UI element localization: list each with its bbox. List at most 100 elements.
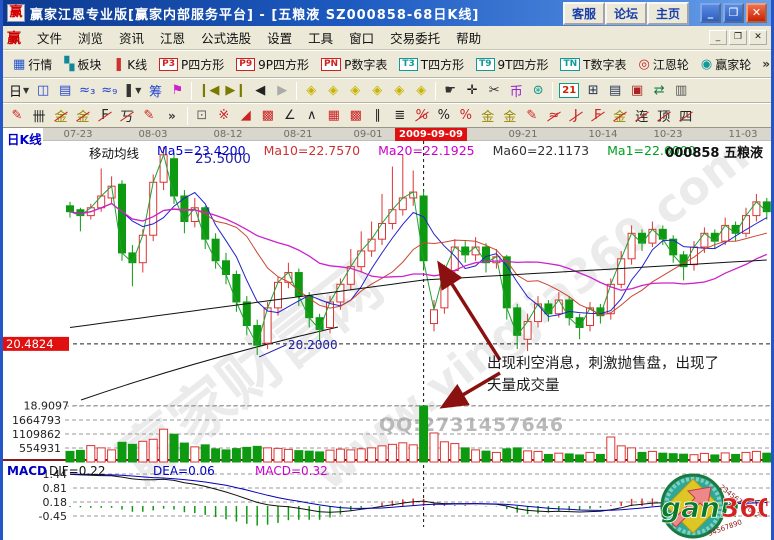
- menu-item-4[interactable]: 公式选股: [201, 31, 252, 46]
- menu-item-5[interactable]: 设置: [267, 31, 293, 46]
- notes-icon[interactable]: ▤: [609, 83, 622, 98]
- calendar-icon[interactable]: 21: [556, 80, 582, 101]
- fibonacci-tool[interactable]: F: [94, 105, 116, 126]
- percent-retrace-tool[interactable]: %: [411, 105, 433, 126]
- flag-icon[interactable]: ⚑: [171, 83, 184, 98]
- compress-h-button[interactable]: ◈: [372, 83, 383, 98]
- t-square-button[interactable]: T3 T四方形: [393, 53, 470, 76]
- zoom-out-button[interactable]: ◈: [306, 83, 317, 98]
- 9t-square-button[interactable]: T9 9T四方形: [470, 53, 554, 76]
- wave-9-icon[interactable]: ≈₉: [101, 83, 118, 98]
- candle-style-dropdown[interactable]: ❚ ▼: [123, 83, 142, 98]
- volume-bar: [720, 452, 730, 463]
- candle-up: [97, 195, 106, 209]
- crosshair-tool[interactable]: ✛: [466, 83, 478, 98]
- four-angle-tool[interactable]: 四: [675, 105, 697, 126]
- 9p-square-button[interactable]: P9 9P四方形: [230, 53, 315, 76]
- wave-gold-tool[interactable]: ≈: [543, 105, 565, 126]
- spiral-tool[interactable]: 丂: [116, 105, 138, 126]
- expand-v-button[interactable]: ◈: [394, 83, 405, 98]
- menu-item-3[interactable]: 江恩: [160, 31, 186, 46]
- menu-item-7[interactable]: 窗口: [349, 31, 375, 46]
- first-bar-button[interactable]: ❙◀: [198, 83, 220, 98]
- gold-angle-tool[interactable]: 金: [609, 105, 631, 126]
- export-icon[interactable]: ⇄: [653, 83, 665, 98]
- j-angle-tool[interactable]: J: [565, 105, 587, 126]
- top-angle-tool[interactable]: 顶: [653, 105, 675, 126]
- child-restore-button[interactable]: ❐: [729, 30, 747, 45]
- hand-tool[interactable]: ☛: [444, 83, 457, 98]
- menu-item-1[interactable]: 浏览: [78, 31, 104, 46]
- homepage-button[interactable]: 主页: [646, 1, 689, 25]
- menu-item-0[interactable]: 文件: [37, 31, 63, 46]
- sectors-button[interactable]: ▚ 板块: [58, 53, 107, 76]
- percent-line-tool[interactable]: %: [459, 108, 472, 123]
- fan-tool[interactable]: ◢: [240, 108, 251, 123]
- chip-distribution-icon[interactable]: 筹: [148, 85, 162, 100]
- gold-lines-tool[interactable]: 金: [503, 110, 517, 125]
- child-close-button[interactable]: ✕: [749, 30, 767, 45]
- candle-up: [263, 307, 272, 344]
- chart-window-icon[interactable]: ◫: [37, 83, 50, 98]
- rays-tool[interactable]: ※: [218, 108, 230, 123]
- grid-ruler-tool[interactable]: 卌: [32, 110, 46, 125]
- date-axis[interactable]: 07-23 08-03 08-12 08-21 09-01 2009-09-09 09-21…: [43, 128, 771, 141]
- p-square-button[interactable]: P3 P四方形: [153, 53, 230, 76]
- zoom-in-button[interactable]: ◈: [328, 83, 339, 98]
- kline-button[interactable]: ❚ K线: [107, 53, 153, 76]
- expand-h-button[interactable]: ◈: [350, 83, 361, 98]
- volume-bar: [471, 449, 481, 463]
- gold-section-b-tool[interactable]: 金: [72, 105, 94, 126]
- knot-tool[interactable]: ⊛: [532, 83, 544, 98]
- last-bar-button[interactable]: ▶❙: [225, 83, 247, 98]
- draw-toolbar-overflow-button[interactable]: »: [168, 108, 176, 123]
- print-icon[interactable]: ▥: [675, 83, 688, 98]
- wave-3-icon[interactable]: ≈₃: [79, 83, 96, 98]
- save-icon[interactable]: ▣: [631, 83, 644, 98]
- compress-v-button[interactable]: ◈: [416, 83, 427, 98]
- next-bar-button[interactable]: ▶: [277, 83, 288, 98]
- p-table-button[interactable]: PN P数字表: [315, 53, 393, 76]
- winner-wheel-button[interactable]: ◉ 赢家轮: [695, 53, 757, 76]
- menu-item-2[interactable]: 资讯: [119, 31, 145, 46]
- t-table-button[interactable]: TN T数字表: [554, 53, 632, 76]
- maximize-button[interactable]: ❐: [723, 3, 744, 23]
- pencil-tool[interactable]: ✎: [11, 108, 23, 123]
- volume-bar: [502, 448, 512, 463]
- menu-item-6[interactable]: 工具: [308, 31, 334, 46]
- quotes-button-label: 行情: [28, 57, 53, 72]
- info-panel-icon[interactable]: ▤: [59, 83, 72, 98]
- close-button[interactable]: ✕: [746, 3, 767, 23]
- child-minimize-button[interactable]: _: [709, 30, 727, 45]
- volume-bar: [731, 453, 741, 463]
- menu-item-8[interactable]: 交易委托: [390, 31, 441, 46]
- menu-item-9[interactable]: 帮助: [456, 31, 482, 46]
- period-day-dropdown[interactable]: 日 ▼: [9, 85, 30, 100]
- brush-tool[interactable]: ✎: [143, 108, 155, 123]
- gold-circle-tool[interactable]: 金: [481, 110, 495, 125]
- grid-box-tool[interactable]: ▩: [261, 108, 274, 123]
- angle-line-tool[interactable]: ∠: [283, 108, 296, 123]
- parallel-lines-tool[interactable]: ∥: [374, 108, 382, 123]
- forum-button[interactable]: 论坛: [604, 1, 647, 25]
- zigzag-tool[interactable]: ∧: [307, 108, 317, 123]
- gann-grid2-tool[interactable]: ▩: [349, 108, 362, 123]
- gann-grid-tool[interactable]: ▦: [327, 108, 340, 123]
- quotes-button[interactable]: ▦ 行情: [7, 53, 58, 76]
- percent-tool[interactable]: %: [437, 108, 450, 123]
- prev-bar-button[interactable]: ◀: [255, 83, 266, 98]
- chip-tool[interactable]: 币: [509, 85, 523, 100]
- f-angle-tool[interactable]: F: [587, 105, 609, 126]
- channel-tool[interactable]: ≣: [394, 108, 406, 123]
- customer-service-button[interactable]: 客服: [562, 1, 605, 25]
- minimize-button[interactable]: _: [700, 3, 721, 23]
- marker-pen-tool[interactable]: ✎: [526, 108, 538, 123]
- toolbar-overflow-button[interactable]: »: [762, 57, 770, 71]
- gold-section-a-tool[interactable]: 金: [50, 105, 72, 126]
- cut-tool[interactable]: ✂: [488, 83, 500, 98]
- box-grid-tool[interactable]: ⊡: [196, 108, 208, 123]
- calculator-icon[interactable]: ⊞: [587, 83, 599, 98]
- lian-angle-tool[interactable]: 连: [631, 105, 653, 126]
- gann-wheel-button[interactable]: ◎ 江恩轮: [632, 53, 694, 76]
